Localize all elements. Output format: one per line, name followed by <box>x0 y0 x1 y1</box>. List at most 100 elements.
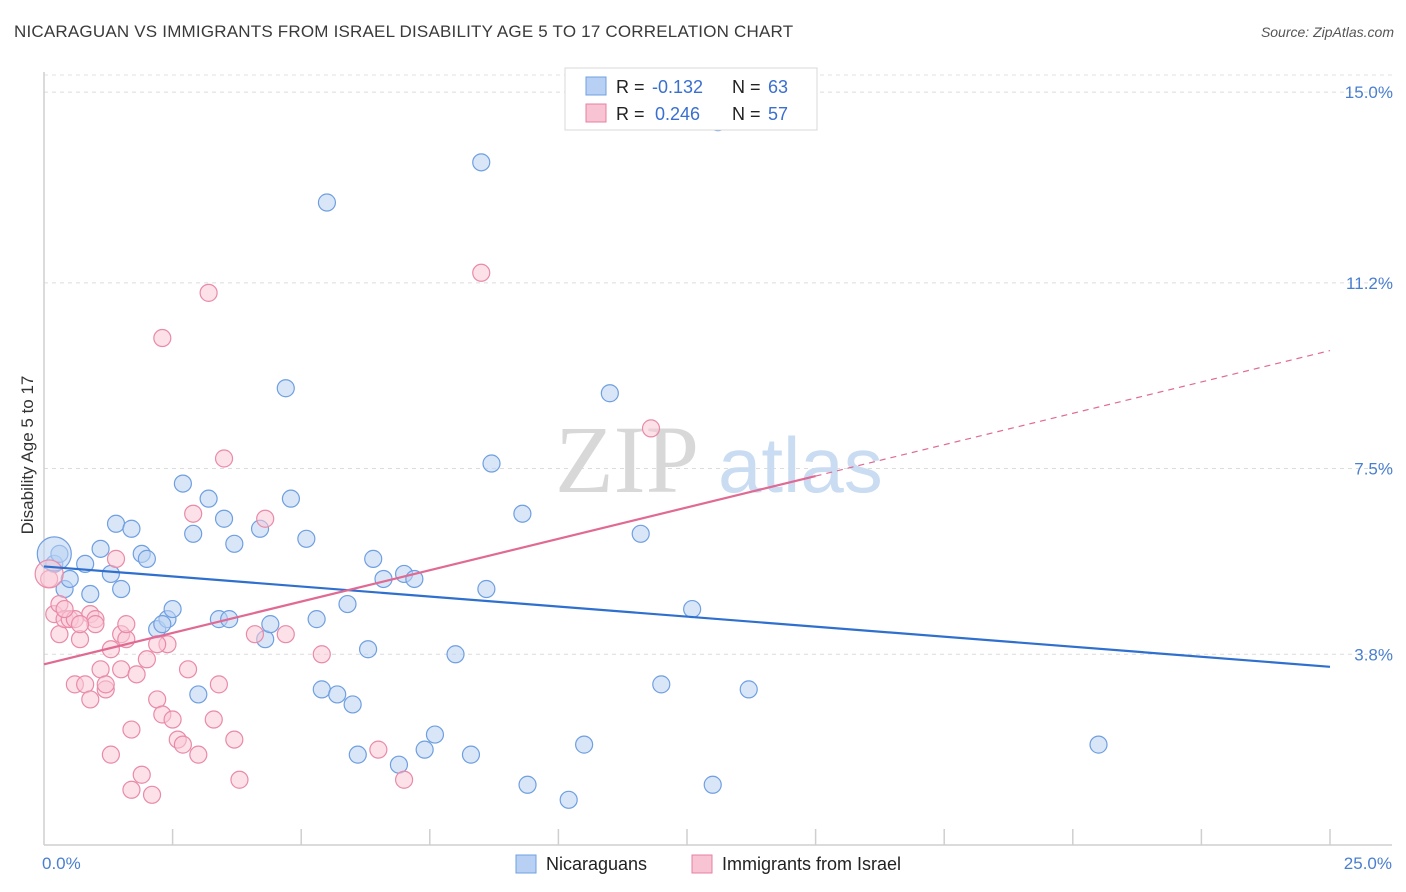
scatter-points <box>34 113 1108 809</box>
point-israel <box>184 504 203 523</box>
point-israel <box>70 615 90 634</box>
point-nicaraguans <box>482 454 501 473</box>
axes <box>43 72 1392 846</box>
point-israel <box>312 645 331 664</box>
point-israel <box>472 263 491 282</box>
y-tick-label: 3.8% <box>1354 645 1393 664</box>
point-nicaraguans <box>472 153 491 172</box>
watermark-zip: ZIP <box>555 406 699 513</box>
point-nicaraguans <box>307 610 326 629</box>
point-israel <box>50 625 69 644</box>
point-israel <box>394 770 414 789</box>
point-israel <box>199 283 218 302</box>
point-nicaraguans <box>101 564 120 584</box>
bottom-legend-label-israel: Immigrants from Israel <box>722 854 901 874</box>
legend-r-label-1: R = <box>616 77 645 97</box>
point-israel <box>276 625 295 644</box>
point-israel <box>112 660 131 679</box>
legend-swatch-israel <box>585 103 607 123</box>
point-nicaraguans <box>518 775 537 794</box>
x-tick-label-max: 25.0% <box>1344 854 1392 873</box>
point-israel <box>153 328 172 348</box>
point-israel <box>214 449 234 468</box>
bottom-legend-swatch-nicaraguans <box>515 854 537 874</box>
watermark-atlas: atlas <box>718 421 883 509</box>
point-nicaraguans <box>631 524 650 543</box>
point-israel <box>256 509 275 528</box>
point-nicaraguans <box>297 529 316 548</box>
y-tick-label: 15.0% <box>1345 83 1393 102</box>
point-israel <box>76 675 95 694</box>
point-nicaraguans <box>225 534 244 553</box>
point-israel <box>209 675 228 694</box>
bottom-legend: Nicaraguans Immigrants from Israel <box>515 854 901 874</box>
legend: R = -0.132 N = 63 R = 0.246 N = 57 <box>564 67 818 131</box>
legend-n-value-nicaraguans: 63 <box>768 77 788 97</box>
point-israel <box>86 615 105 634</box>
point-nicaraguans <box>652 675 671 694</box>
y-tick-label: 7.5% <box>1354 460 1393 479</box>
bottom-legend-label-nicaraguans: Nicaraguans <box>546 854 647 874</box>
point-nicaraguans <box>281 489 301 508</box>
point-israel <box>96 675 115 694</box>
point-nicaraguans <box>477 579 496 599</box>
point-israel <box>132 765 151 784</box>
point-nicaraguans <box>338 594 357 614</box>
point-israel <box>127 665 146 684</box>
point-nicaraguans <box>214 509 234 528</box>
point-nicaraguans <box>425 725 445 744</box>
legend-n-label-2: N = <box>732 104 761 124</box>
point-israel <box>81 690 100 709</box>
legend-swatch-nicaraguans <box>585 76 607 96</box>
point-nicaraguans <box>106 514 126 533</box>
legend-r-label-2: R = <box>616 104 645 124</box>
legend-n-label-1: N = <box>732 77 761 97</box>
point-nicaraguans <box>189 685 208 704</box>
point-nicaraguans <box>358 640 378 659</box>
point-israel <box>163 710 182 729</box>
trend-israel-extension <box>815 349 1331 477</box>
point-israel <box>173 735 192 754</box>
watermark: ZIP atlas <box>555 406 883 513</box>
legend-r-value-nicaraguans: -0.132 <box>652 77 703 97</box>
bottom-legend-swatch-israel <box>691 854 713 874</box>
point-israel <box>137 650 156 669</box>
point-nicaraguans <box>184 524 203 543</box>
point-israel <box>106 549 126 568</box>
point-israel <box>189 745 208 764</box>
point-israel <box>641 419 661 438</box>
point-nicaraguans <box>683 599 702 619</box>
trend-nicaraguans <box>43 565 1331 668</box>
y-tick-label: 11.2% <box>1346 274 1393 293</box>
point-nicaraguans <box>276 379 295 398</box>
source-label: Source: ZipAtlas.com <box>1260 24 1394 40</box>
point-nicaraguans <box>137 549 156 568</box>
point-nicaraguans <box>199 489 218 508</box>
point-israel <box>148 690 167 709</box>
point-nicaraguans <box>81 584 100 604</box>
point-nicaraguans <box>60 569 79 589</box>
point-israel <box>142 785 162 804</box>
legend-r-value-israel: 0.246 <box>655 104 700 124</box>
point-nicaraguans <box>446 645 465 664</box>
point-israel <box>70 630 90 649</box>
y-axis-label: Disability Age 5 to 17 <box>18 376 37 535</box>
point-nicaraguans <box>91 539 110 558</box>
legend-box <box>564 67 818 131</box>
point-nicaraguans <box>312 680 331 699</box>
point-israel <box>178 660 198 679</box>
point-nicaraguans <box>261 615 280 634</box>
x-ticks <box>171 829 1331 845</box>
point-nicaraguans <box>1089 735 1108 754</box>
point-nicaraguans <box>76 554 95 574</box>
trend-israel <box>43 474 816 666</box>
point-nicaraguans <box>600 384 619 403</box>
gridlines <box>44 74 1392 655</box>
point-nicaraguans <box>153 615 172 634</box>
trend-lines <box>43 349 1331 668</box>
point-israel <box>91 660 110 679</box>
legend-n-value-israel: 57 <box>768 104 788 124</box>
point-nicaraguans <box>173 474 192 493</box>
chart-title: NICARAGUAN VS IMMIGRANTS FROM ISRAEL DIS… <box>14 22 794 41</box>
point-israel <box>230 770 249 789</box>
